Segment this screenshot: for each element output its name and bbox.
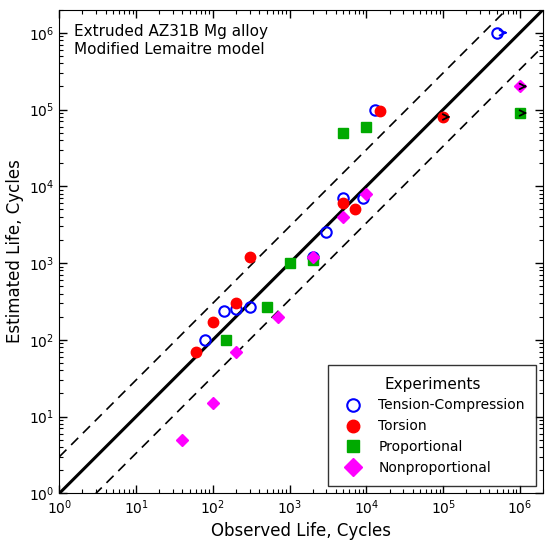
X-axis label: Observed Life, Cycles: Observed Life, Cycles (211, 522, 391, 540)
Y-axis label: Estimated Life, Cycles: Estimated Life, Cycles (6, 160, 24, 343)
Legend: Tension-Compression, Torsion, Proportional, Nonproportional: Tension-Compression, Torsion, Proportion… (328, 365, 536, 486)
Text: Extruded AZ31B Mg alloy
Modified Lemaitre model: Extruded AZ31B Mg alloy Modified Lemaitr… (74, 24, 268, 57)
